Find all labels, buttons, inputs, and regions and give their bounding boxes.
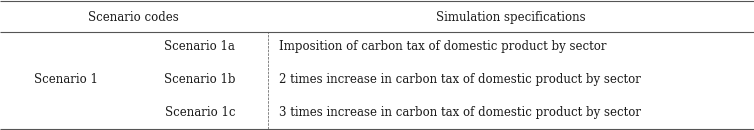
Text: Scenario 1c: Scenario 1c: [164, 106, 235, 119]
Text: 3 times increase in carbon tax of domestic product by sector: 3 times increase in carbon tax of domest…: [279, 106, 641, 119]
Text: Simulation specifications: Simulation specifications: [436, 11, 586, 24]
Text: Imposition of carbon tax of domestic product by sector: Imposition of carbon tax of domestic pro…: [279, 40, 606, 53]
Text: Scenario 1a: Scenario 1a: [164, 40, 235, 53]
Text: Scenario 1b: Scenario 1b: [164, 73, 235, 86]
Text: Scenario codes: Scenario codes: [88, 11, 179, 24]
Text: Scenario 1: Scenario 1: [34, 73, 98, 86]
Text: 2 times increase in carbon tax of domestic product by sector: 2 times increase in carbon tax of domest…: [279, 73, 641, 86]
